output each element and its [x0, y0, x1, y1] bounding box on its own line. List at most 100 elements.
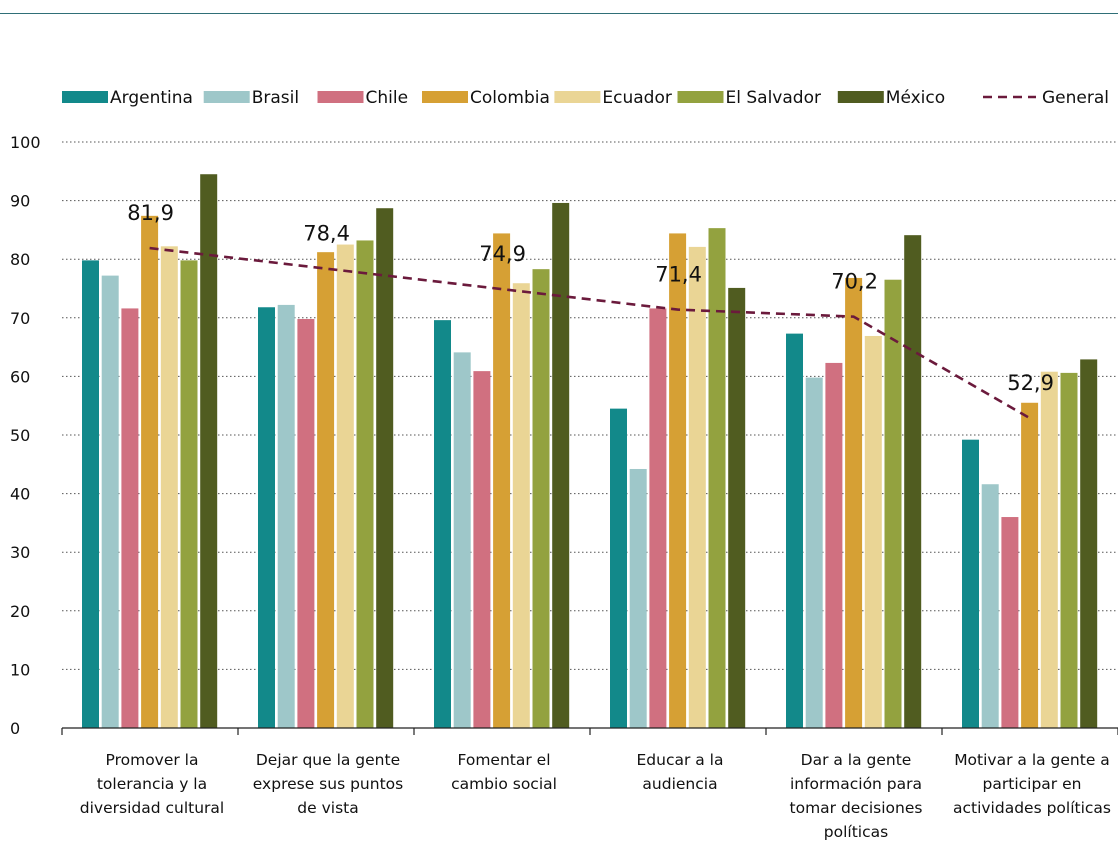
legend: Argentina Brasil Chile Colombia Ecuador El Sa… [62, 88, 1109, 108]
category-label: exprese sus puntos [253, 775, 403, 793]
y-tick-label: 60 [10, 367, 30, 386]
top-rule [0, 13, 1118, 14]
category-label: diversidad cultural [80, 799, 224, 817]
y-tick-label: 100 [10, 133, 41, 152]
bar-méxico [200, 174, 218, 729]
bar-chile [1001, 517, 1019, 728]
bar-méxico [904, 235, 922, 728]
bar-el-salvador [1060, 372, 1078, 728]
legend-swatch [677, 91, 724, 103]
category-label: participar en [983, 775, 1082, 793]
category-label: Promover la [106, 751, 199, 769]
bar-chile [473, 371, 491, 728]
y-tick-label: 40 [10, 485, 30, 504]
bar-argentina [786, 333, 803, 728]
y-tick-label: 90 [10, 192, 30, 211]
legend-swatch [837, 91, 884, 103]
legend-label: México [886, 88, 945, 108]
bar-méxico [376, 208, 394, 728]
bar-el-salvador [180, 260, 198, 728]
bar-méxico [552, 202, 570, 729]
bar-brasil [277, 304, 295, 728]
bar-ecuador [688, 246, 706, 729]
category-label: Fomentar el [457, 751, 550, 769]
bar-argentina [962, 439, 979, 728]
category-label: audiencia [642, 775, 717, 793]
bars [82, 174, 1098, 729]
bar-colombia [141, 215, 159, 728]
bar-el-salvador [884, 279, 902, 728]
bar-argentina [258, 307, 275, 728]
bar-brasil [981, 484, 999, 728]
bar-el-salvador [356, 240, 374, 728]
legend-swatch [203, 91, 250, 103]
category-label: cambio social [451, 775, 557, 793]
category-label: de vista [297, 799, 358, 817]
category-label: políticas [824, 823, 888, 841]
category-label: tolerancia y la [97, 775, 207, 793]
general-value-label: 71,4 [655, 263, 702, 287]
legend-label: Argentina [110, 88, 193, 108]
y-tick-label: 10 [10, 660, 30, 679]
general-value-label: 81,9 [127, 201, 174, 225]
category-label: Educar a la [636, 751, 723, 769]
legend-swatch [317, 91, 364, 103]
x-axis [61, 727, 1118, 735]
bar-argentina [434, 320, 451, 728]
bar-colombia [669, 233, 687, 728]
category-label: información para [790, 775, 922, 793]
category-labels: Promover la tolerancia y la diversidad cul… [80, 751, 1111, 841]
bar-brasil [453, 352, 471, 728]
gridlines [62, 141, 1118, 670]
category-label: Motivar a la gente a [954, 751, 1110, 769]
category-label: actividades políticas [953, 799, 1111, 817]
y-tick-label: 20 [10, 602, 30, 621]
bar-méxico [728, 287, 746, 728]
bar-chile [121, 308, 139, 728]
y-tick-label: 30 [10, 543, 30, 562]
bar-colombia [1021, 402, 1039, 728]
bar-ecuador [1040, 371, 1058, 728]
general-line: 81,9 78,4 74,9 71,4 70,2 52,9 [127, 201, 1054, 420]
category-label: tomar decisiones [790, 799, 923, 817]
category-label: Dejar que la gente [256, 751, 400, 769]
bar-chile [649, 308, 667, 728]
bar-colombia [317, 252, 335, 728]
general-series-line [149, 246, 1031, 420]
legend-swatch [62, 91, 108, 103]
general-value-label: 74,9 [479, 242, 526, 266]
legend-label: Chile [366, 88, 409, 108]
bar-el-salvador [532, 269, 550, 728]
bar-ecuador [336, 244, 354, 729]
general-value-label: 70,2 [831, 270, 878, 294]
y-axis-ticks: 0 10 20 30 40 50 60 70 80 90 100 [10, 133, 41, 738]
bar-chile [297, 318, 315, 728]
bar-ecuador [512, 283, 530, 728]
legend-label: Brasil [252, 88, 299, 108]
bar-argentina [610, 408, 627, 728]
bar-ecuador [864, 335, 882, 728]
bar-argentina [82, 260, 99, 728]
bar-colombia [493, 233, 511, 728]
bar-brasil [805, 377, 823, 728]
bar-brasil [101, 275, 119, 728]
y-tick-label: 0 [10, 719, 20, 738]
legend-label: General [1042, 88, 1109, 108]
category-label: Dar a la gente [801, 751, 912, 769]
general-value-label: 52,9 [1007, 371, 1054, 395]
bar-brasil [629, 468, 647, 728]
y-tick-label: 70 [10, 309, 30, 328]
bar-el-salvador [708, 228, 726, 728]
legend-label: Ecuador [602, 88, 671, 108]
legend-swatch [554, 91, 601, 103]
bar-chile [825, 362, 843, 728]
bar-méxico [1080, 359, 1098, 728]
y-tick-label: 50 [10, 426, 30, 445]
legend-label: Colombia [470, 88, 550, 108]
y-tick-label: 80 [10, 250, 30, 269]
bar-colombia [845, 277, 863, 728]
legend-label: El Salvador [726, 88, 821, 108]
general-value-label: 78,4 [303, 222, 350, 246]
bar-ecuador [160, 246, 178, 729]
